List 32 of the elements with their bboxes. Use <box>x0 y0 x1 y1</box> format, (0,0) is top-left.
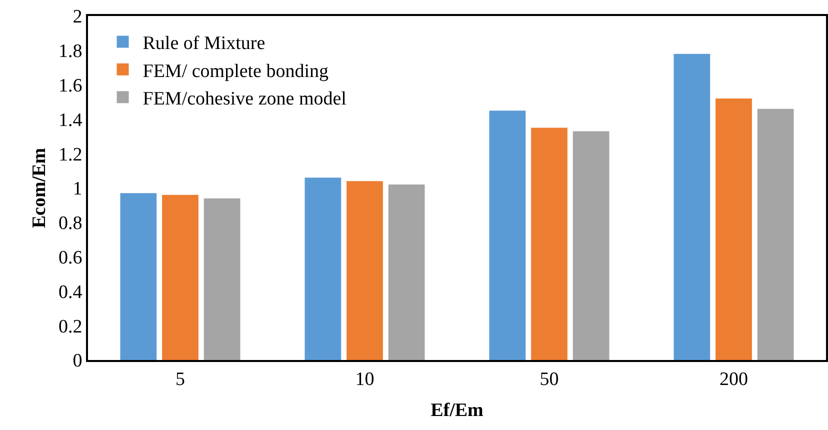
bar <box>204 198 240 360</box>
bar <box>674 54 710 360</box>
bar <box>388 184 425 360</box>
bar <box>489 110 526 360</box>
bar <box>531 128 568 360</box>
y-tick-label: 0.6 <box>58 247 82 268</box>
x-tick-label: 10 <box>355 368 374 390</box>
y-tick-label: 0.2 <box>58 316 82 338</box>
y-tick-label: 1.4 <box>58 110 83 131</box>
bar <box>304 178 342 360</box>
y-tick-label: 2 <box>72 6 82 28</box>
y-tick-label: 0.4 <box>58 282 83 303</box>
legend-label: FEM/cohesive zone model <box>142 88 346 110</box>
y-tick-label: 1.6 <box>58 75 82 96</box>
legend-label: FEM/ complete bonding <box>142 60 330 82</box>
y-tick-label: 1 <box>72 178 82 200</box>
x-axis-title: Ef/Em <box>430 400 484 422</box>
bar <box>162 194 198 360</box>
bar <box>757 108 794 360</box>
y-tick-label: 1.8 <box>58 41 82 62</box>
y-axis-title: Ecom/Em <box>28 148 50 228</box>
y-tick-label: 0 <box>72 350 82 372</box>
bar <box>120 193 157 360</box>
y-tick-label: 1.2 <box>58 144 82 166</box>
x-tick-label: 50 <box>540 368 559 390</box>
legend-label: Rule of Mixture <box>142 33 266 54</box>
x-tick-label: 5 <box>176 368 185 390</box>
bar <box>572 131 610 360</box>
y-tick-label: 0.8 <box>58 213 82 234</box>
x-tick-label: 200 <box>720 368 748 390</box>
bar <box>346 181 383 360</box>
bar <box>716 98 752 360</box>
